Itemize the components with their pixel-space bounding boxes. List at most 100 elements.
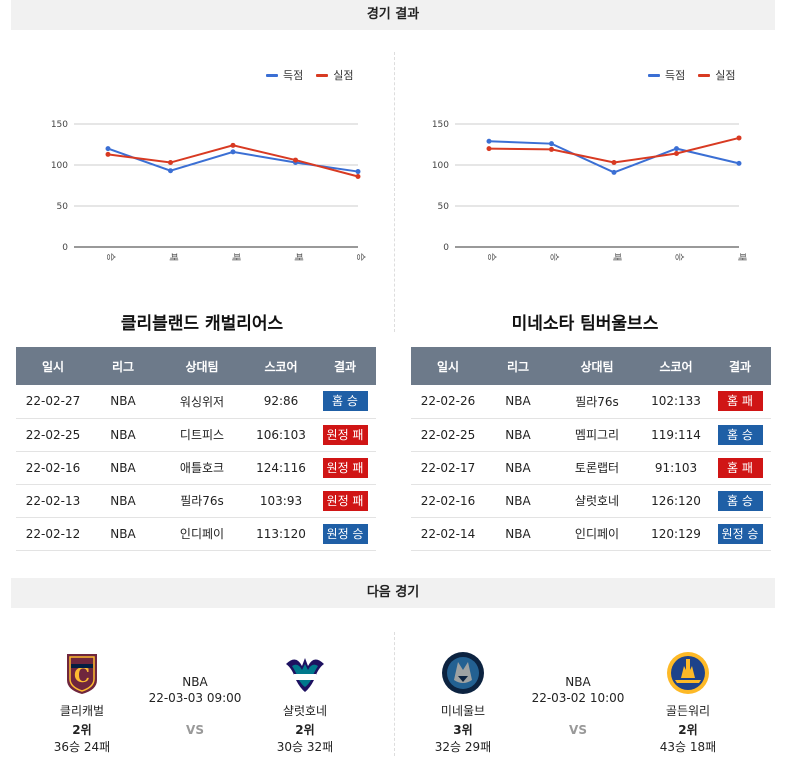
team-record: 36승 24패 [53,740,111,754]
game-datetime: 22-03-02 10:00 [531,691,625,705]
column-header: 상대팀 [551,347,643,385]
game-league: NBA [182,675,208,689]
svg-text:C: C [74,663,90,687]
y-tick-label: 50 [438,202,450,212]
scored-point [674,146,679,152]
allowed-point [293,157,298,163]
x-tick-label: 승 [355,253,366,261]
next-game-home-team[interactable]: C 클리캐벌 2위 36승 24패 [42,650,122,755]
allowed-point [549,146,554,152]
cell-result: 홈 승 [709,484,771,518]
cell-result: 원정 패 [314,484,376,518]
x-tick-label: 승 [549,253,560,261]
cell-league: NBA [485,451,551,485]
next-game-1[interactable]: C 클리캐벌 2위 36승 24패 NBA 22-03-03 09:00 VS … [15,640,375,755]
left-chart-legend: 득점 실점 [258,67,354,83]
table-row[interactable]: 22-02-13 NBA 필라76s 103:93 원정 패 [16,484,376,518]
x-tick-label: 승 [486,253,497,261]
table-row[interactable]: 22-02-14 NBA 인디페이 120:129 원정 승 [411,517,771,551]
left-results-table: 일시 리그 상대팀 스코어 결과 22-02-27 NBA 워싱위저 92:86 홈 승 22-0… [16,347,376,551]
cell-league: NBA [90,451,156,485]
cell-opponent: 디트피스 [156,418,248,452]
table-row[interactable]: 22-02-27 NBA 워싱위저 92:86 홈 승 [16,385,376,419]
cell-date: 22-02-12 [16,517,90,551]
next-game-away-team[interactable]: 샬럿호네 2위 30승 32패 [265,650,345,755]
scored-point [168,168,173,174]
cell-league: NBA [90,517,156,551]
scored-series-line [488,140,740,174]
x-tick-label: 승 [105,253,116,261]
allowed-point [611,160,617,166]
team-record: 32승 29패 [434,740,492,754]
next-game-2[interactable]: 미네울브 3위 32승 29패 NBA 22-03-02 10:00 VS 골든… [398,640,758,755]
result-badge: 홈 승 [717,424,763,445]
table-row[interactable]: 22-02-12 NBA 인디페이 113:120 원정 승 [16,517,376,551]
left-score-chart-svg: 0 50 100 150 승 패 패 패 승 [51,120,366,261]
table-row[interactable]: 22-02-25 NBA 디트피스 106:103 원정 패 [16,418,376,452]
warriors-logo-icon [667,652,709,694]
cell-score: 91:103 [643,451,709,485]
table-row[interactable]: 22-02-26 NBA 필라76s 102:133 홈 패 [411,385,771,419]
legend-scored-swatch [266,73,278,77]
allowed-point [486,146,492,152]
team-rank: 2위 [295,723,315,737]
legend-allowed-label: 실점 [333,69,354,82]
table-row[interactable]: 22-02-16 NBA 애틀호크 124:116 원정 패 [16,451,376,485]
column-header: 스코어 [248,347,314,385]
x-tick-label: 승 [674,253,685,261]
column-header: 스코어 [643,347,709,385]
legend-allowed: 실점 [316,67,354,83]
x-tick-label: 패 [611,253,622,261]
column-header: 상대팀 [156,347,248,385]
column-header: 결과 [314,347,376,385]
x-tick-label: 패 [736,253,747,261]
column-header: 리그 [90,347,156,385]
legend-scored: 득점 [266,67,303,83]
left-team-title: 클리블랜드 캐벌리어스 [120,314,284,334]
cell-score: 120:129 [643,517,709,551]
y-tick-label: 50 [57,202,69,212]
next-games-section-title: 다음 경기 [11,578,775,608]
next-game-home-team[interactable]: 미네울브 3위 32승 29패 [423,650,503,755]
next-game-away-team[interactable]: 골든워리 2위 43승 18패 [648,650,728,755]
cell-opponent: 멤피그리 [551,418,643,452]
results-divider [394,52,395,332]
vs-label: VS [569,723,587,737]
legend-allowed-label: 실점 [715,69,736,82]
result-badge: 원정 승 [717,523,763,544]
scored-point [486,138,492,144]
team-name: 골든워리 [665,704,711,718]
cell-result: 원정 승 [709,517,771,551]
team-rank: 2위 [72,723,92,737]
cell-opponent: 애틀호크 [156,451,248,485]
y-tick-label: 0 [62,243,68,253]
cell-league: NBA [485,418,551,452]
table-row[interactable]: 22-02-16 NBA 샬럿호네 126:120 홈 승 [411,484,771,518]
team-record: 43승 18패 [659,740,717,754]
cell-score: 103:93 [248,484,314,518]
game-datetime: 22-03-03 09:00 [148,691,242,705]
cell-score: 119:114 [643,418,709,452]
right-score-chart: 0 50 100 150 승 승 패 승 패 [421,110,751,270]
x-tick-label: 패 [168,253,179,261]
cell-opponent: 인디페이 [156,517,248,551]
cell-result: 홈 패 [709,385,771,419]
allowed-point [674,151,679,157]
table-row[interactable]: 22-02-17 NBA 토론랩터 91:103 홈 패 [411,451,771,485]
allowed-point [230,142,236,148]
x-tick-label: 패 [230,253,241,261]
cell-date: 22-02-13 [16,484,90,518]
next-game-info: NBA 22-03-02 10:00 [518,675,638,705]
cell-result: 원정 패 [314,418,376,452]
cell-result: 원정 패 [314,451,376,485]
cell-league: NBA [485,385,551,419]
cell-date: 22-02-16 [411,484,485,518]
table-row[interactable]: 22-02-25 NBA 멤피그리 119:114 홈 승 [411,418,771,452]
cell-date: 22-02-26 [411,385,485,419]
result-badge: 홈 승 [322,391,368,412]
team-name: 미네울브 [440,704,486,718]
right-team-title: 미네소타 팀버울브스 [511,314,659,334]
hornets-logo-icon [286,658,324,692]
right-chart-legend: 득점 실점 [640,67,736,83]
